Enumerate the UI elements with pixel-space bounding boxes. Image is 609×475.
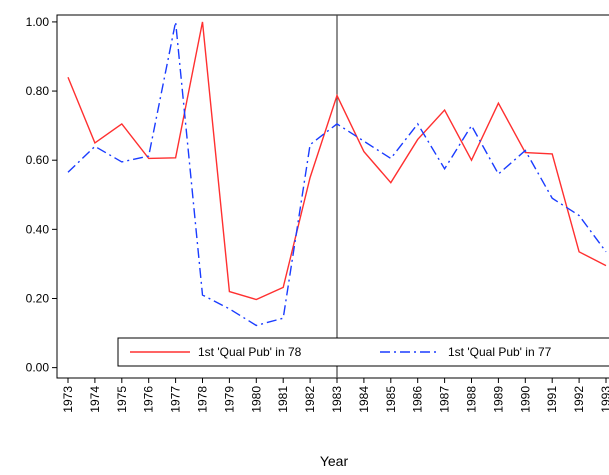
plot-frame	[56, 14, 609, 379]
x-tick-label: 1990	[518, 386, 532, 413]
x-tick-label: 1983	[330, 386, 344, 413]
x-tick-label: 1991	[545, 386, 559, 413]
series-line	[67, 21, 607, 327]
x-tick-label: 1980	[249, 386, 263, 413]
x-tick-label: 1975	[115, 386, 129, 413]
y-tick-label: 1.00	[26, 15, 50, 29]
y-tick-label: 0.00	[26, 361, 50, 375]
x-tick-label: 1974	[88, 386, 102, 413]
x-tick-label: 1981	[276, 386, 290, 413]
x-axis-label: Year	[320, 453, 349, 469]
x-tick-label: 1977	[169, 386, 183, 413]
x-tick-label: 1982	[303, 386, 317, 413]
x-tick-label: 1985	[384, 386, 398, 413]
legend-label: 1st 'Qual Pub' in 77	[448, 345, 552, 359]
x-tick-label: 1992	[572, 386, 586, 413]
y-tick-label: 0.20	[26, 291, 50, 305]
x-tick-label: 1988	[465, 386, 479, 413]
y-tick-label: 0.60	[26, 153, 50, 167]
x-tick-label: 1978	[196, 386, 210, 413]
x-tick-label: 1993	[599, 386, 609, 413]
legend-label: 1st 'Qual Pub' in 78	[198, 345, 302, 359]
y-tick-label: 0.40	[26, 222, 50, 236]
x-tick-label: 1989	[491, 386, 505, 413]
x-tick-label: 1976	[142, 386, 156, 413]
x-tick-label: 1979	[222, 386, 236, 413]
x-tick-label: 1973	[61, 386, 75, 413]
x-tick-label: 1986	[411, 386, 425, 413]
legend-box	[117, 337, 609, 367]
series-line	[67, 21, 607, 301]
x-tick-label: 1987	[438, 386, 452, 413]
x-tick-label: 1984	[357, 386, 371, 413]
y-tick-label: 0.80	[26, 84, 50, 98]
